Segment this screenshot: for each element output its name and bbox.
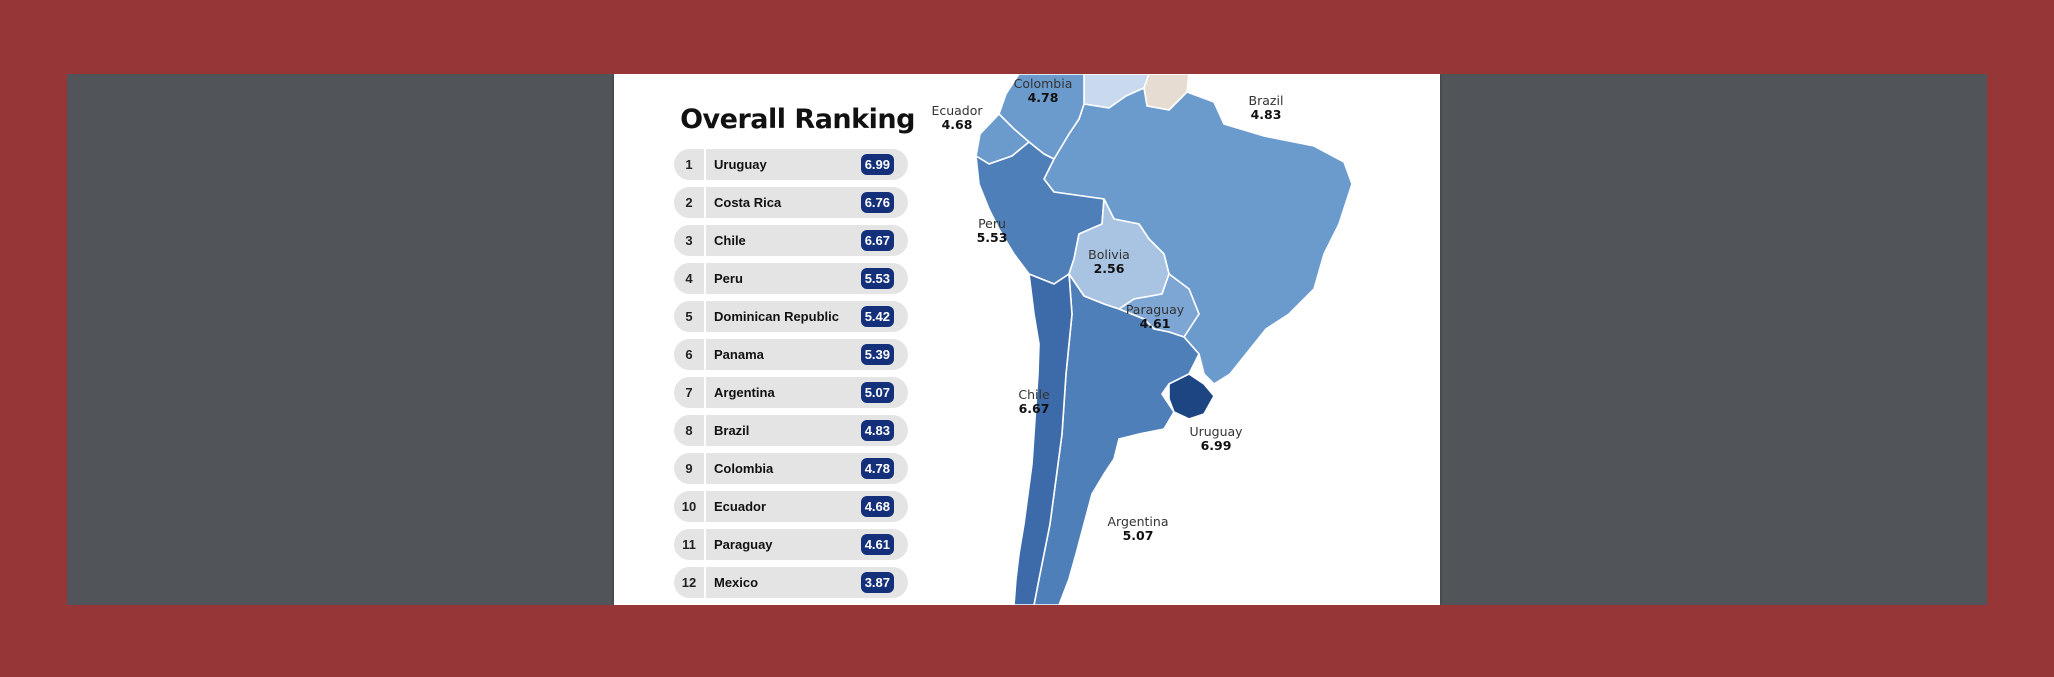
map-label-chile-value: 6.67 bbox=[1019, 401, 1050, 416]
rank-country-name: Dominican Republic bbox=[714, 309, 839, 324]
ranking-row: 9 Colombia 4.78 bbox=[674, 453, 908, 484]
ranking-row: 11 Paraguay 4.61 bbox=[674, 529, 908, 560]
map-label-chile-name: Chile bbox=[1018, 387, 1050, 402]
map-label-brazil-name: Brazil bbox=[1249, 93, 1284, 108]
document-page: Overall Ranking 1 Uruguay 6.99 2 Costa Rica 6… bbox=[614, 74, 1440, 605]
map-label-ecuador-value: 4.68 bbox=[942, 117, 973, 132]
ranking-row: 1 Uruguay 6.99 bbox=[674, 149, 908, 180]
rank-country-name: Ecuador bbox=[714, 499, 767, 514]
ranking-row: 2 Costa Rica 6.76 bbox=[674, 187, 908, 218]
map-label-uruguay-value: 6.99 bbox=[1201, 438, 1232, 453]
rank-country-name: Chile bbox=[714, 233, 746, 248]
map-label-paraguay-name: Paraguay bbox=[1126, 302, 1185, 317]
ranking-row: 7 Argentina 5.07 bbox=[674, 377, 908, 408]
rank-country-name: Argentina bbox=[714, 385, 775, 400]
rank-number: 1 bbox=[674, 149, 706, 180]
rank-score-badge: 6.99 bbox=[860, 154, 894, 175]
rank-country-name: Mexico bbox=[714, 575, 759, 590]
rank-score-badge: 4.83 bbox=[860, 420, 894, 441]
rank-number: 3 bbox=[674, 225, 706, 256]
ranking-row: 12 Mexico 3.87 bbox=[674, 567, 908, 598]
ranking-row: 6 Panama 5.39 bbox=[674, 339, 908, 370]
rank-number: 9 bbox=[674, 453, 706, 484]
south-america-map: Colombia 4.78 Brazil 4.83 Ecuador 4.68 P… bbox=[931, 74, 1353, 605]
ranking-row: 4 Peru 5.53 bbox=[674, 263, 908, 294]
rank-score-badge: 5.53 bbox=[860, 268, 894, 289]
rank-country-name: Costa Rica bbox=[714, 195, 782, 210]
ranking-row: 10 Ecuador 4.68 bbox=[674, 491, 908, 522]
rank-number: 7 bbox=[674, 377, 706, 408]
ranking-row: 3 Chile 6.67 bbox=[674, 225, 908, 256]
map-label-brazil-value: 4.83 bbox=[1251, 107, 1282, 122]
map-label-paraguay-value: 4.61 bbox=[1140, 316, 1171, 331]
rank-number: 4 bbox=[674, 263, 706, 294]
ranking-row: 8 Brazil 4.83 bbox=[674, 415, 908, 446]
map-label-peru-value: 5.53 bbox=[977, 230, 1008, 245]
rank-number: 8 bbox=[674, 415, 706, 446]
rank-number: 11 bbox=[674, 529, 706, 560]
map-label-ecuador-name: Ecuador bbox=[931, 103, 983, 118]
rank-score-badge: 3.87 bbox=[860, 572, 894, 593]
rank-country-name: Peru bbox=[714, 271, 743, 286]
rank-number: 5 bbox=[674, 301, 706, 332]
map-label-colombia-value: 4.78 bbox=[1028, 90, 1059, 105]
ranking-list: 1 Uruguay 6.99 2 Costa Rica 6.76 3 Chile 6.67 4 Pe… bbox=[674, 149, 908, 605]
map-label-peru-name: Peru bbox=[978, 216, 1006, 231]
map-label-uruguay-name: Uruguay bbox=[1189, 424, 1243, 439]
rank-score-badge: 4.78 bbox=[860, 458, 894, 479]
map-label-colombia-name: Colombia bbox=[1014, 76, 1073, 91]
map-region-chile bbox=[1013, 273, 1073, 605]
rank-country-name: Paraguay bbox=[714, 537, 773, 552]
rank-score-badge: 4.68 bbox=[860, 496, 894, 517]
rank-score-badge: 5.07 bbox=[860, 382, 894, 403]
rank-number: 2 bbox=[674, 187, 706, 218]
rank-number: 12 bbox=[674, 567, 706, 598]
rank-score-badge: 5.39 bbox=[860, 344, 894, 365]
rank-number: 6 bbox=[674, 339, 706, 370]
map-label-bolivia-name: Bolivia bbox=[1088, 247, 1130, 262]
rank-country-name: Uruguay bbox=[714, 157, 767, 172]
rank-country-name: Panama bbox=[714, 347, 764, 362]
document-viewer: Overall Ranking 1 Uruguay 6.99 2 Costa Rica 6… bbox=[67, 74, 1987, 605]
map-label-argentina-value: 5.07 bbox=[1123, 528, 1154, 543]
rank-score-badge: 5.42 bbox=[860, 306, 894, 327]
rank-score-badge: 6.76 bbox=[860, 192, 894, 213]
map-region-uruguay bbox=[1168, 373, 1215, 420]
map-label-argentina-name: Argentina bbox=[1108, 514, 1169, 529]
map-label-bolivia-value: 2.56 bbox=[1094, 261, 1125, 276]
rank-score-badge: 4.61 bbox=[860, 534, 894, 555]
ranking-row: 5 Dominican Republic 5.42 bbox=[674, 301, 908, 332]
rank-score-badge: 6.67 bbox=[860, 230, 894, 251]
rank-number: 10 bbox=[674, 491, 706, 522]
rank-country-name: Colombia bbox=[714, 461, 774, 476]
ranking-title: Overall Ranking bbox=[680, 104, 915, 135]
rank-country-name: Brazil bbox=[714, 423, 750, 438]
